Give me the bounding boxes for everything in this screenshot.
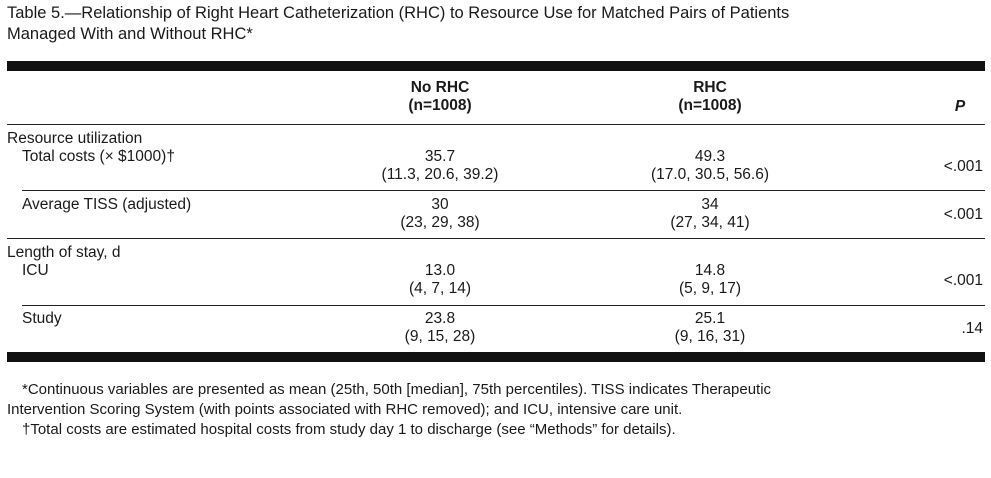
table-title-line-1: Table 5.—Relationship of Right Heart Cat… (7, 4, 790, 22)
row-divider (22, 305, 985, 306)
cell-percentiles: (5, 9, 17) (678, 280, 742, 297)
cell-mean: 25.1 (694, 310, 726, 327)
section-divider (7, 238, 985, 239)
cell-percentiles: (27, 34, 41) (670, 214, 750, 231)
cell-mean: 34 (701, 196, 719, 213)
cell-mean: 30 (431, 196, 449, 213)
header-no-rhc-label: No RHC (410, 79, 470, 96)
top-rule (7, 61, 985, 71)
header-rhc: RHC (n=1008) (640, 79, 780, 115)
header-no-rhc: No RHC (n=1008) (370, 79, 510, 115)
cell-mean: 23.8 (424, 310, 456, 327)
cell-mean: 35.7 (424, 148, 456, 165)
cell-percentiles: (23, 29, 38) (400, 214, 480, 231)
cell-percentiles: (4, 7, 14) (408, 280, 472, 297)
footnote-star-line-1: *Continuous variables are presented as m… (22, 381, 772, 398)
cell-percentiles: (17.0, 30.5, 56.6) (650, 166, 770, 183)
row-label: Study (22, 310, 62, 327)
header-no-rhc-n: (n=1008) (408, 97, 472, 114)
cell-no-rhc: 35.7 (11.3, 20.6, 39.2) (330, 148, 550, 184)
row-label: Average TISS (adjusted) (22, 196, 192, 213)
section-heading-resource: Resource utilization (7, 130, 143, 147)
cell-mean: 14.8 (694, 262, 726, 279)
row-label: ICU (22, 262, 49, 279)
cell-rhc: 34 (27, 34, 41) (600, 196, 820, 232)
header-p: P (954, 98, 966, 115)
cell-percentiles: (11.3, 20.6, 39.2) (381, 166, 499, 183)
row-label: Total costs (× $1000)† (22, 148, 175, 165)
cell-rhc: 25.1 (9, 16, 31) (600, 310, 820, 346)
footnote-star-line-2: Intervention Scoring System (with points… (7, 401, 683, 418)
cell-percentiles: (9, 15, 28) (404, 328, 476, 345)
row-divider (22, 190, 985, 191)
cell-percentiles: (9, 16, 31) (674, 328, 746, 345)
cell-p-value: <.001 (943, 158, 983, 175)
cell-p-value: <.001 (943, 206, 983, 223)
cell-no-rhc: 23.8 (9, 15, 28) (330, 310, 550, 346)
cell-p-value: <.001 (943, 272, 983, 289)
cell-p-value: .14 (961, 320, 983, 337)
cell-rhc: 14.8 (5, 9, 17) (600, 262, 820, 298)
cell-mean: 13.0 (424, 262, 456, 279)
footnote-dagger: †Total costs are estimated hospital cost… (22, 421, 676, 438)
cell-mean: 49.3 (694, 148, 726, 165)
cell-no-rhc: 30 (23, 29, 38) (330, 196, 550, 232)
header-rule (7, 124, 985, 125)
header-rhc-n: (n=1008) (678, 97, 742, 114)
table-title-line-2: Managed With and Without RHC* (7, 25, 253, 43)
cell-no-rhc: 13.0 (4, 7, 14) (330, 262, 550, 298)
cell-rhc: 49.3 (17.0, 30.5, 56.6) (600, 148, 820, 184)
header-rhc-label: RHC (693, 79, 727, 96)
section-heading-length-of-stay: Length of stay, d (7, 244, 121, 261)
bottom-rule (7, 352, 985, 362)
